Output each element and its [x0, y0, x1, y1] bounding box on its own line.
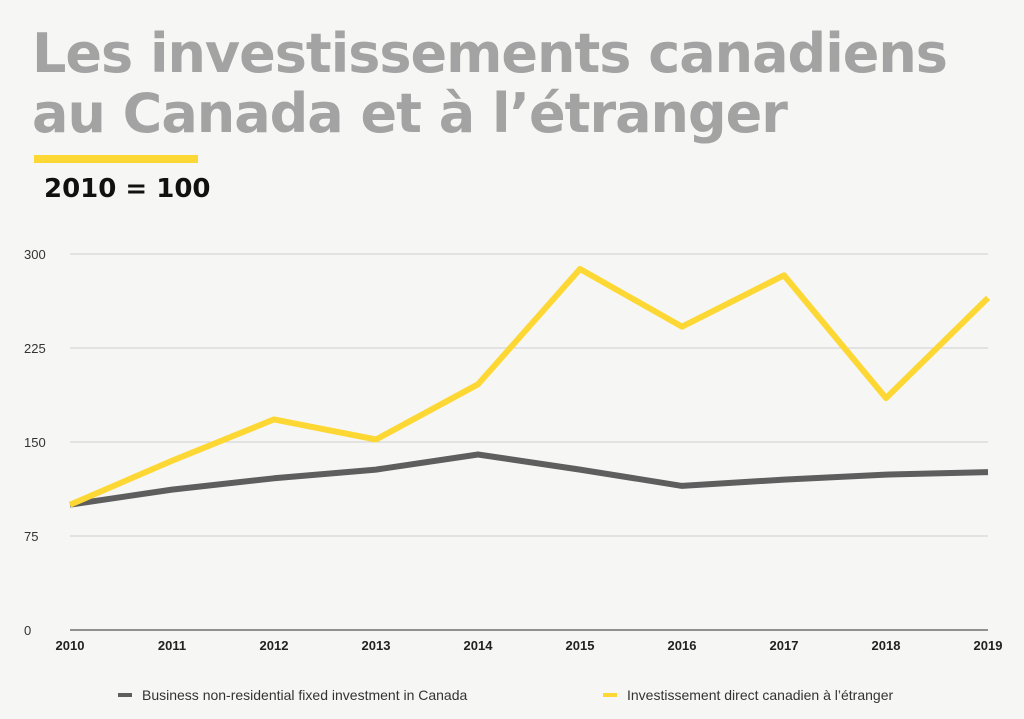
- chart-legend: Business non-residential fixed investmen…: [0, 687, 1024, 707]
- x-tick-label: 2016: [668, 638, 697, 653]
- x-tick-label: 2013: [362, 638, 391, 653]
- y-tick-label: 75: [24, 529, 38, 544]
- x-tick-label: 2015: [566, 638, 595, 653]
- legend-item: Investissement direct canadien à l’étran…: [603, 687, 893, 703]
- legend-item: Business non-residential fixed investmen…: [118, 687, 467, 703]
- x-tick-label: 2012: [260, 638, 289, 653]
- y-tick-label: 225: [24, 341, 46, 356]
- chart-title-line-2: au Canada et à l’étranger: [32, 82, 788, 145]
- legend-swatch: [603, 693, 617, 697]
- y-tick-label: 300: [24, 247, 46, 262]
- chart-title: Les investissements canadiens au Canada …: [32, 24, 1012, 144]
- x-tick-label: 2010: [56, 638, 85, 653]
- x-tick-label: 2014: [464, 638, 494, 653]
- legend-swatch: [118, 693, 132, 697]
- x-tick-label: 2017: [770, 638, 799, 653]
- title-accent-bar: [34, 155, 198, 163]
- legend-label: Investissement direct canadien à l’étran…: [627, 687, 894, 703]
- y-tick-label: 0: [24, 623, 31, 638]
- legend-label: Business non-residential fixed investmen…: [142, 687, 468, 703]
- chart-subtitle: 2010 = 100: [44, 174, 211, 204]
- series-line-2: [68, 266, 991, 508]
- x-tick-label: 2018: [872, 638, 901, 653]
- x-tick-label: 2011: [158, 638, 186, 653]
- x-tick-label: 2019: [974, 638, 1003, 653]
- chart-title-line-1: Les investissements canadiens: [32, 22, 948, 85]
- y-tick-label: 150: [24, 435, 46, 450]
- series-line-1: [69, 451, 989, 508]
